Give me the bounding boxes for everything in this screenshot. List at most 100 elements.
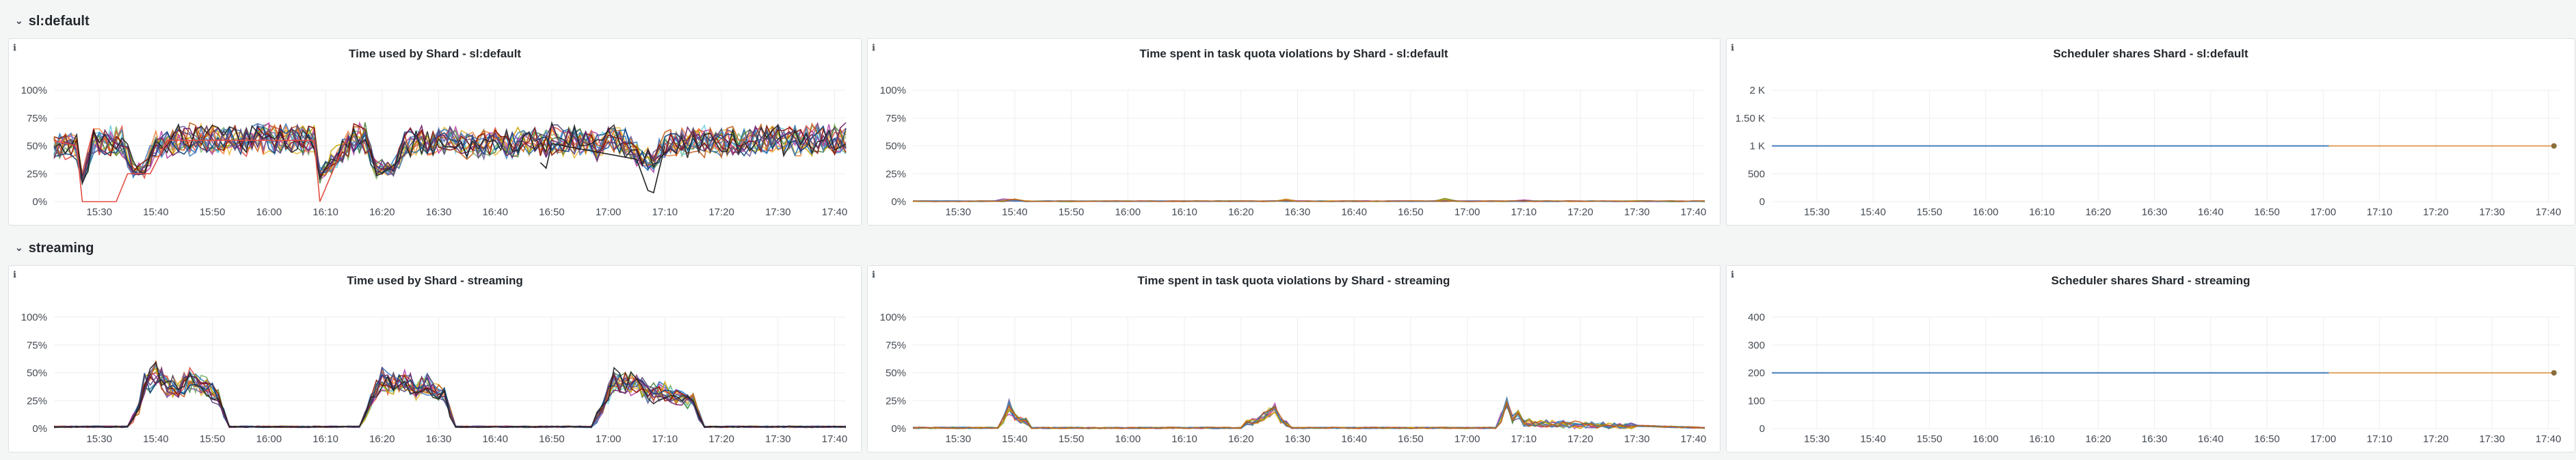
chart-time-used-streaming: 0% 25% 50% 75% 100% 15:30 15:40 15:50 16:00 16:10… — [21, 312, 848, 445]
panel-title: Time used by Shard - sl:default — [349, 47, 521, 60]
x-tick-label: 15:30 — [86, 206, 112, 218]
x-tick-label: 16:50 — [539, 433, 565, 445]
x-tick-label: 17:00 — [2311, 433, 2337, 445]
series-line — [53, 120, 847, 185]
x-tick-label: 16:40 — [482, 433, 508, 445]
x-tick-label: 16:10 — [313, 433, 338, 445]
x-tick-label: 15:50 — [200, 206, 226, 218]
chart-shares-streaming: 0 100 200 300 400 15:30 15:40 15:50 16:00 16:10 16… — [1748, 312, 2561, 445]
x-tick-label: 16:50 — [1398, 433, 1424, 445]
x-tick-label: 16:10 — [1171, 206, 1197, 218]
x-tick-label: 16:50 — [2254, 433, 2280, 445]
x-tick-label: 17:10 — [652, 206, 678, 218]
x-tick-label: 17:40 — [1681, 206, 1707, 218]
y-tick-label: 1 K — [1749, 141, 1765, 152]
x-tick-label: 15:40 — [1002, 433, 1028, 445]
x-tick-label: 16:20 — [1228, 206, 1254, 218]
series-endpoint — [2551, 370, 2557, 376]
x-tick-label: 17:10 — [2367, 206, 2393, 218]
y-tick-label: 300 — [1748, 340, 1765, 351]
x-tick-label: 17:40 — [822, 433, 848, 445]
x-tick-label: 17:10 — [2367, 433, 2393, 445]
y-tick-label: 50% — [886, 368, 906, 379]
y-tick-label: 0% — [32, 423, 47, 435]
panel-quota-violations-streaming[interactable]: ℹ Time spent in task quota violations by… — [867, 265, 1721, 452]
series-line — [912, 198, 1705, 202]
info-icon[interactable]: ℹ — [1731, 43, 1734, 53]
info-icon[interactable]: ℹ — [1731, 270, 1734, 280]
x-tick-label: 17:20 — [1567, 433, 1593, 445]
panel-title: Scheduler shares Shard - sl:default — [2053, 47, 2248, 60]
y-tick-label: 25% — [886, 168, 906, 180]
panel-quota-violations-default[interactable]: ℹ Time spent in task quota violations by… — [867, 38, 1721, 226]
x-tick-label: 17:00 — [1455, 206, 1480, 218]
chart-quota-violations-default: 0% 25% 50% 75% 100% 15:30 15:40 15:50 16:00 16:10… — [880, 85, 1707, 218]
chart-quota-violations-streaming: 0% 25% 50% 75% 100% 15:30 15:40 15:50 16:00 16:10… — [880, 312, 1707, 445]
x-tick-label: 16:30 — [426, 206, 452, 218]
y-tick-label: 100% — [880, 312, 906, 323]
x-tick-label: 17:10 — [1511, 433, 1537, 445]
panel-title: Time spent in task quota violations by S… — [1137, 274, 1450, 287]
panel-time-used-default[interactable]: ℹ Time used by Shard - sl:default 0% 25% 5… — [8, 38, 862, 226]
x-tick-label: 16:00 — [1973, 433, 1999, 445]
y-tick-label: 2 K — [1749, 85, 1765, 96]
x-tick-label: 15:40 — [1860, 206, 1886, 218]
y-tick-label: 75% — [27, 340, 47, 351]
x-tick-label: 15:50 — [200, 433, 226, 445]
info-icon[interactable]: ℹ — [13, 43, 16, 53]
x-tick-label: 16:10 — [1171, 433, 1197, 445]
x-tick-label: 16:00 — [1115, 433, 1141, 445]
series-line — [53, 123, 847, 180]
x-tick-label: 17:20 — [2423, 206, 2449, 218]
x-tick-label: 15:50 — [1059, 206, 1085, 218]
chart-shares-default: 0 500 1 K 1.50 K 2 K 15:30 15:40 15:50 16:00 16:1… — [1736, 85, 2562, 218]
panel-shares-streaming[interactable]: ℹ Scheduler shares Shard - streaming 0 10… — [1726, 265, 2575, 452]
x-tick-label: 16:30 — [426, 433, 452, 445]
panel-title: Time spent in task quota violations by S… — [1139, 47, 1448, 60]
x-tick-label: 16:50 — [539, 206, 565, 218]
x-tick-label: 17:20 — [708, 206, 734, 218]
x-tick-label: 17:10 — [652, 433, 678, 445]
x-tick-label: 16:30 — [2142, 206, 2168, 218]
x-tick-label: 16:40 — [1341, 433, 1367, 445]
x-tick-label: 15:30 — [1804, 433, 1830, 445]
x-tick-label: 16:30 — [2142, 433, 2168, 445]
info-icon[interactable]: ℹ — [872, 270, 875, 280]
y-tick-label: 100% — [21, 85, 47, 96]
series-line — [53, 370, 847, 429]
x-tick-label: 17:30 — [2479, 433, 2505, 445]
y-tick-label: 100% — [21, 312, 47, 323]
y-tick-label: 0% — [32, 196, 47, 208]
panel-shares-default[interactable]: ℹ Scheduler shares Shard - sl:default 0 5… — [1726, 38, 2575, 226]
x-tick-label: 17:40 — [1681, 433, 1707, 445]
x-tick-label: 17:20 — [1567, 206, 1593, 218]
x-tick-label: 17:00 — [596, 206, 622, 218]
y-tick-label: 200 — [1748, 368, 1765, 379]
x-tick-label: 16:10 — [2029, 206, 2055, 218]
series-line — [53, 361, 847, 429]
x-tick-label: 16:30 — [1285, 206, 1311, 218]
chevron-down-icon: ⌄ — [15, 241, 23, 253]
panel-time-used-streaming[interactable]: ℹ Time used by Shard - streaming 0% 25% 50… — [8, 265, 862, 452]
y-tick-label: 75% — [886, 340, 906, 351]
x-tick-label: 16:40 — [2198, 433, 2224, 445]
panel-title: Scheduler shares Shard - streaming — [2051, 274, 2250, 287]
y-tick-label: 75% — [27, 113, 47, 124]
y-tick-label: 1.50 K — [1736, 113, 1765, 124]
x-tick-label: 17:30 — [765, 206, 791, 218]
x-tick-label: 17:30 — [765, 433, 791, 445]
x-tick-label: 16:40 — [1341, 206, 1367, 218]
info-icon[interactable]: ℹ — [872, 43, 875, 53]
x-tick-label: 15:50 — [1917, 206, 1943, 218]
series-line — [540, 143, 666, 194]
x-tick-label: 15:50 — [1059, 433, 1085, 445]
row-header-streaming[interactable]: ⌄ streaming — [15, 236, 94, 260]
x-tick-label: 16:40 — [482, 206, 508, 218]
y-tick-label: 0 — [1760, 423, 1765, 435]
info-icon[interactable]: ℹ — [13, 270, 16, 280]
y-tick-label: 75% — [886, 113, 906, 124]
row-header-sl-default[interactable]: ⌄ sl:default — [15, 10, 90, 33]
x-tick-label: 16:10 — [2029, 433, 2055, 445]
x-tick-label: 15:30 — [945, 206, 971, 218]
x-tick-label: 17:20 — [2423, 433, 2449, 445]
